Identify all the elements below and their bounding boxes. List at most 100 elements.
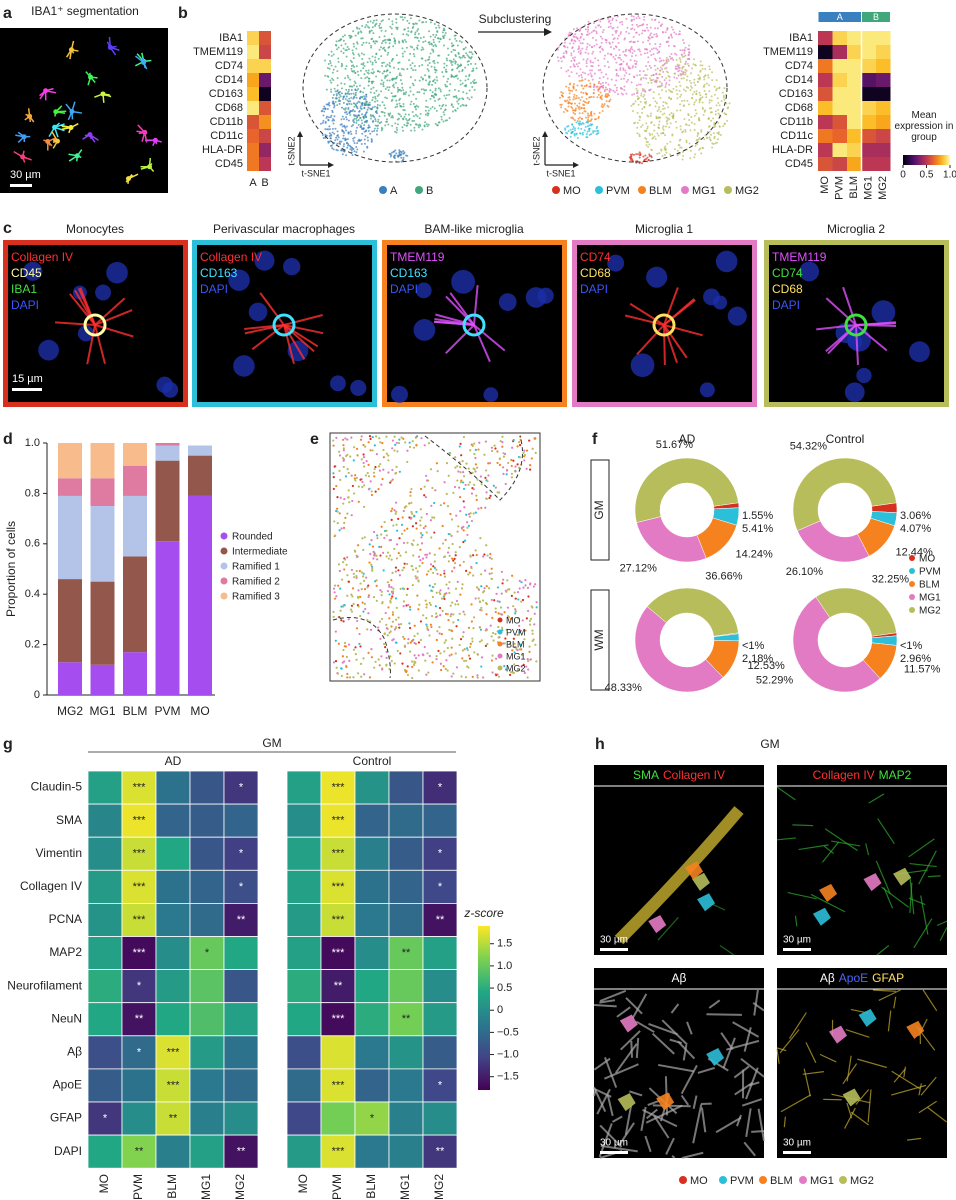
tsne-point xyxy=(668,55,671,58)
tsne-point xyxy=(574,36,577,39)
tsne-point xyxy=(334,100,337,103)
tsne-point xyxy=(371,26,374,29)
tsne-point xyxy=(612,55,615,58)
tsne-point xyxy=(570,71,573,74)
value-label: 3.06% xyxy=(900,510,931,522)
column-label: MO xyxy=(296,1174,310,1193)
cell-point xyxy=(510,458,513,462)
tsne-point xyxy=(605,93,608,96)
tsne-point xyxy=(617,74,620,77)
tsne-point xyxy=(651,133,654,136)
legend-swatch xyxy=(415,186,423,194)
cell-point xyxy=(466,526,469,529)
tsne-point xyxy=(356,148,359,151)
tsne-point xyxy=(439,37,442,40)
tsne-point xyxy=(582,92,585,95)
texture xyxy=(692,1095,698,1109)
cell-point xyxy=(462,481,465,484)
colorbar-tick-label: −0.5 xyxy=(497,1026,519,1038)
bar-segment xyxy=(123,652,147,695)
tsne-point xyxy=(454,75,457,78)
tsne-point xyxy=(586,130,589,133)
cell-point xyxy=(474,463,478,466)
tsne-point xyxy=(376,127,379,130)
tsne-point xyxy=(410,100,413,103)
tsne-point xyxy=(587,118,590,121)
cell-point xyxy=(442,665,445,668)
tsne-point xyxy=(630,154,633,157)
cell-point xyxy=(354,479,357,482)
cell-point xyxy=(381,477,384,481)
tsne-point xyxy=(395,126,398,129)
texture xyxy=(876,945,890,956)
cell-point xyxy=(453,566,456,569)
cell-point xyxy=(340,667,343,670)
tsne-point xyxy=(614,45,617,48)
tsne-point xyxy=(650,66,653,69)
cell-point xyxy=(513,651,516,654)
cell-point xyxy=(450,675,453,678)
cell-body xyxy=(152,137,158,143)
cell-outline xyxy=(893,867,912,886)
cell-process xyxy=(94,324,134,338)
tsne-point xyxy=(432,41,435,44)
micrograph-frame xyxy=(382,240,567,407)
tsne-point xyxy=(405,117,408,120)
legend-label: BLM xyxy=(506,639,525,649)
cell-point xyxy=(474,456,477,460)
cell-point xyxy=(503,611,506,614)
texture xyxy=(614,1043,638,1074)
texture xyxy=(802,1071,824,1075)
tsne-point xyxy=(579,27,582,30)
legend-label: Ramified 3 xyxy=(232,592,280,603)
tsne-point xyxy=(414,123,417,126)
tsne-point xyxy=(367,130,370,133)
tsne-point xyxy=(585,62,588,65)
cell-point xyxy=(446,613,449,616)
tsne-point xyxy=(409,103,412,106)
tsne-point xyxy=(328,67,331,70)
tsne-point xyxy=(397,61,400,64)
tsne-point xyxy=(330,50,333,53)
cell-point xyxy=(353,446,356,449)
tsne-point xyxy=(349,109,352,112)
tsne-point xyxy=(565,109,568,112)
cell-point xyxy=(430,589,433,592)
cell-point xyxy=(508,673,512,677)
cell-point xyxy=(362,461,365,465)
tsne-point xyxy=(359,30,362,33)
tsne-point xyxy=(647,115,650,118)
tsne-point xyxy=(572,95,575,98)
texture xyxy=(593,1004,617,1008)
legend-swatch xyxy=(681,186,689,194)
tsne-point xyxy=(368,30,371,33)
tsne-point xyxy=(632,15,635,18)
heatmap-cell xyxy=(189,1068,225,1103)
tsne-point xyxy=(431,48,434,51)
cell-point xyxy=(389,630,392,633)
tsne-point xyxy=(385,118,388,121)
tsne-point xyxy=(585,136,588,139)
tsne-point xyxy=(620,87,623,90)
tsne-point xyxy=(393,150,396,153)
heatmap-cell xyxy=(354,936,390,970)
texture xyxy=(844,1107,856,1129)
tsne-point xyxy=(645,138,648,141)
cell-point xyxy=(343,660,346,663)
legend-label: MG1 xyxy=(692,185,716,197)
panel-label: h xyxy=(595,736,605,753)
tsne-point xyxy=(355,119,358,122)
cell-point xyxy=(386,589,390,593)
cell-point xyxy=(408,516,411,519)
legend-label: Ramified 1 xyxy=(232,562,280,573)
cell-point xyxy=(414,436,418,439)
tsne-point xyxy=(571,123,574,126)
tsne-point xyxy=(431,91,434,94)
cell-body xyxy=(83,313,107,337)
tsne-point xyxy=(321,134,324,137)
tsne-point xyxy=(658,57,661,60)
tsne-point xyxy=(398,99,401,102)
cell-point xyxy=(458,486,461,489)
cell-point xyxy=(425,673,428,676)
